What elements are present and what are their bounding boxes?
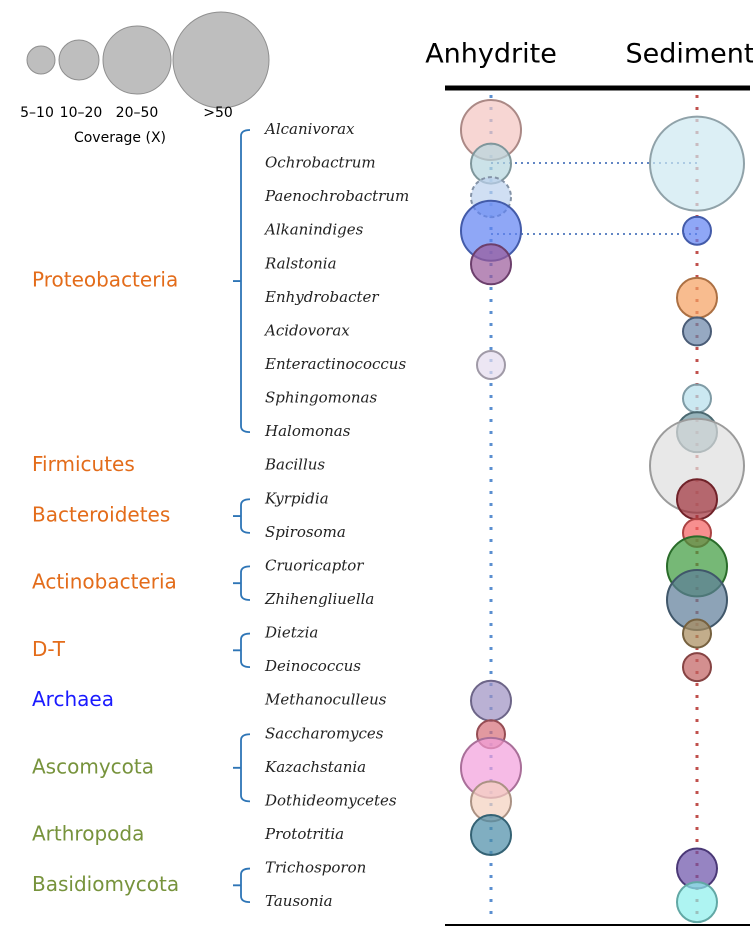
bracket (233, 733, 251, 803)
genus-label: Bacillus (264, 456, 325, 474)
genus-label: Ralstonia (264, 254, 337, 272)
genus-label: Dietzia (264, 624, 318, 642)
genus-label: Sphingomonas (265, 389, 377, 407)
bubble (476, 349, 506, 380)
genus-label: Paenochrobactrum (264, 187, 409, 205)
bubble (676, 276, 718, 319)
legend-bubble (26, 45, 56, 75)
bubble (682, 215, 712, 246)
bubble (682, 652, 712, 683)
phylum-label: Actinobacteria (32, 570, 177, 594)
genus-label: Acidovorax (263, 321, 350, 339)
genus-label: Zhihengliuella (264, 590, 374, 608)
genus-label: Spirosoma (265, 523, 346, 541)
genus-label: Cruoricaptor (265, 556, 364, 574)
phylum-label: Ascomycota (32, 754, 154, 778)
legend-bubble (102, 25, 172, 95)
legend-size-label: 10–20 (60, 105, 103, 121)
genus-label: Kazachstania (264, 758, 366, 776)
column-header: Anhydrite (425, 39, 557, 70)
legend-size-label: 5–10 (20, 105, 54, 121)
genus-label: Deinococcus (264, 657, 361, 675)
genus-label: Enteractinococcus (264, 355, 406, 373)
bubble (470, 679, 512, 722)
genus-label: Tausonia (265, 892, 333, 910)
bracket (233, 129, 251, 434)
genus-label: Halomonas (264, 422, 351, 440)
legend-size-label: 20–50 (116, 105, 159, 121)
genus-label: Dothideomycetes (264, 791, 397, 809)
bubble (470, 243, 512, 286)
bracket (233, 867, 251, 904)
phylum-label: Archaea (32, 687, 114, 711)
genus-label: Ochrobactrum (265, 154, 376, 172)
genus-label: Kyrpidia (264, 489, 329, 507)
phylum-label: Proteobacteria (32, 268, 178, 292)
genus-label: Alkanindiges (263, 221, 364, 239)
legend-size-label: >50 (203, 105, 233, 121)
bubble (649, 115, 745, 212)
genus-label: Enhydrobacter (264, 288, 379, 306)
column-header: Sediment (625, 39, 753, 70)
bubble (676, 478, 718, 521)
legend-title: Coverage (X) (74, 130, 166, 146)
genus-label: Prototritia (264, 825, 344, 843)
phylum-label: Firmicutes (32, 452, 135, 476)
phylum-label: Arthropoda (32, 821, 144, 845)
bracket (233, 565, 251, 601)
bubble (682, 316, 712, 347)
bubble (682, 618, 712, 649)
bubble (470, 813, 512, 856)
bracket (233, 632, 251, 669)
phylum-label: Bacteroidetes (32, 503, 170, 527)
phylum-label: D-T (32, 637, 66, 661)
genus-label: Trichosporon (265, 859, 366, 877)
legend-bubble (58, 39, 100, 81)
genus-label: Alcanivorax (263, 120, 355, 138)
legend-bubble (172, 11, 270, 109)
bubble (682, 383, 712, 414)
phylum-label: Basidiomycota (32, 872, 179, 896)
genus-label: Saccharomyces (265, 724, 384, 742)
bracket (233, 498, 251, 534)
bubble (676, 881, 718, 924)
genus-label: Methanoculleus (264, 691, 387, 709)
